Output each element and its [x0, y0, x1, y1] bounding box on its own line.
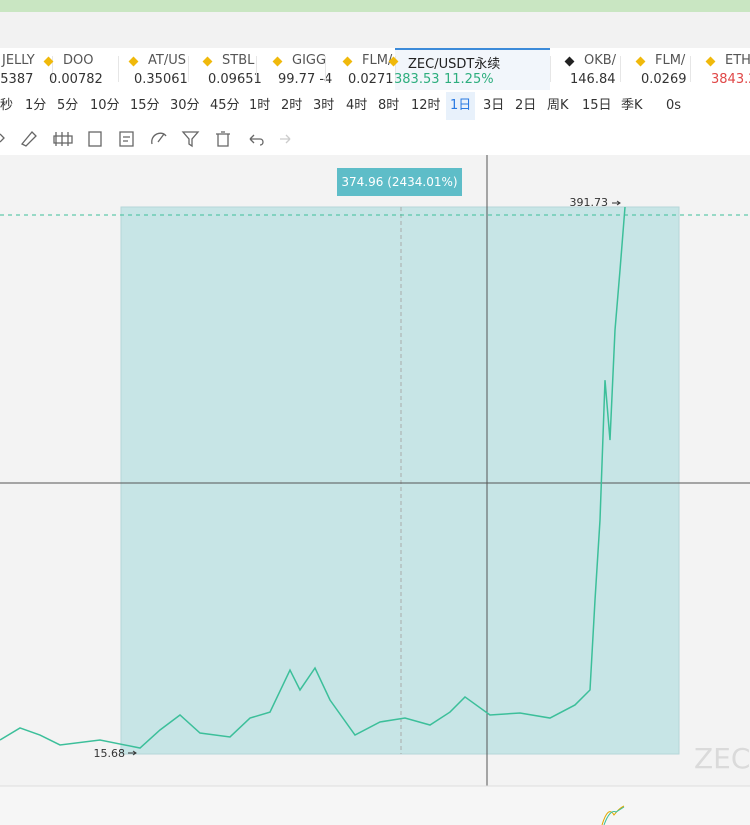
tab-price: 99.77 -4: [278, 72, 333, 87]
tab-symbol: AT/US: [148, 53, 186, 68]
interval-button[interactable]: 3日: [483, 98, 505, 113]
ticker-tab[interactable]: OKB/146.84: [564, 48, 630, 90]
tab-symbol: ZEC/USDT永续: [408, 57, 501, 72]
header-bar: [0, 12, 750, 48]
tool-icon[interactable]: [216, 131, 230, 147]
tab-divider: [256, 56, 257, 82]
interval-button[interactable]: 12时: [411, 98, 441, 113]
measure-label: 374.96 (2434.01%): [341, 175, 457, 189]
interval-button[interactable]: 30分: [170, 98, 200, 113]
tab-price: 146.84: [570, 72, 616, 87]
interval-bar: 秒 1分 5分 10分 15分 30分 45分 1时 2时 3时 4时 8时 12时 1日 3日 2日 周K 15…: [0, 90, 750, 122]
tab-divider: [188, 56, 189, 82]
tab-price: 0.09651: [208, 72, 262, 87]
tool-icon[interactable]: [20, 131, 37, 147]
tab-bar: JELLY 15387 DOO 0.00782 AT/US 0.35061 STBL 0.09…: [0, 48, 750, 91]
tool-icon[interactable]: [88, 131, 102, 147]
tab-price: 0.0271: [348, 72, 394, 87]
tab-symbol: FLM/: [655, 53, 686, 68]
interval-button[interactable]: 季K: [621, 98, 643, 113]
interval-button[interactable]: 10分: [90, 98, 120, 113]
watermark: ZEC: [694, 742, 750, 775]
tool-icon[interactable]: [53, 132, 73, 146]
tab-price: 0.0269: [641, 72, 687, 87]
interval-button[interactable]: 4时: [346, 98, 368, 113]
ticker-tab[interactable]: JELLY 15387: [0, 48, 62, 90]
tab-symbol: DOO: [63, 53, 94, 68]
tab-price: 0.35061: [134, 72, 188, 87]
interval-button[interactable]: 周K: [547, 98, 569, 113]
low-label: 15.68: [94, 747, 126, 760]
tab-symbol: ETH/: [725, 53, 750, 68]
interval-button[interactable]: 秒: [0, 98, 14, 113]
tab-price: 3843.24: [711, 72, 750, 87]
interval-button[interactable]: 45分: [210, 98, 240, 113]
ticker-tab[interactable]: ZEC/USDT永续 383.53 11.25%: [388, 48, 500, 90]
tab-divider: [325, 56, 326, 82]
price-line: [0, 206, 626, 749]
interval-button[interactable]: 8时: [378, 98, 400, 113]
ticker-tab[interactable]: STBL 0.09651: [202, 48, 268, 90]
interval-button[interactable]: 0s: [666, 98, 682, 113]
tool-icon[interactable]: [0, 133, 5, 143]
ticker-tab[interactable]: FLM/0.0271: [342, 48, 408, 90]
tab-divider: [620, 56, 621, 82]
tab-symbol: OKB/: [584, 53, 617, 68]
tab-symbol: GIGG: [292, 53, 327, 68]
tool-icon[interactable]: [280, 134, 291, 144]
ticker-tab[interactable]: FLM/0.0269: [635, 48, 701, 90]
tool-icon[interactable]: [119, 131, 134, 147]
measure-label-bg: [337, 168, 462, 196]
sub-panel: [0, 786, 750, 825]
tool-icon[interactable]: [249, 134, 264, 146]
tab-price: 15387: [0, 72, 34, 87]
ticker-tab[interactable]: DOO 0.00782: [43, 48, 109, 90]
interval-button[interactable]: 2日: [515, 98, 537, 113]
tab-divider: [550, 56, 551, 82]
tab-symbol: FLM/: [362, 53, 393, 68]
ticker-tab[interactable]: ETH/3843.24: [705, 48, 750, 90]
tab-divider: [52, 56, 53, 82]
interval-button[interactable]: 3时: [313, 98, 335, 113]
active-tab-bg: [395, 48, 550, 90]
tab-price: 383.53: [394, 72, 440, 87]
tab-symbol: STBL: [222, 53, 255, 68]
top-strip: [0, 0, 750, 12]
interval-button[interactable]: 15分: [130, 98, 160, 113]
tab-price: 0.00782: [49, 72, 103, 87]
toolbar: [0, 122, 750, 155]
tool-icon[interactable]: [181, 131, 200, 148]
tab-divider: [395, 56, 396, 82]
low-arrow: [128, 750, 137, 756]
ticker-tab[interactable]: GIGG 99.77 -4: [272, 48, 338, 90]
interval-button[interactable]: 1时: [249, 98, 271, 113]
tab-divider: [118, 56, 119, 82]
tab-symbol: JELLY: [2, 53, 35, 68]
tab-divider: [690, 56, 691, 82]
ticker-tab[interactable]: AT/US 0.35061: [128, 48, 194, 90]
interval-button[interactable]: 5分: [57, 98, 79, 113]
high-arrow: [612, 200, 621, 206]
high-label: 391.73: [570, 196, 609, 209]
interval-button[interactable]: 15日: [582, 98, 612, 113]
measure-box: [120, 206, 680, 755]
tool-icon[interactable]: [151, 132, 167, 145]
tab-change: 11.25%: [444, 72, 494, 87]
interval-button[interactable]: 2时: [281, 98, 303, 113]
indicator-line: [601, 805, 625, 825]
interval-button[interactable]: 1日: [446, 92, 476, 120]
interval-button[interactable]: 1分: [25, 98, 47, 113]
indicator-line-2: [603, 806, 625, 825]
